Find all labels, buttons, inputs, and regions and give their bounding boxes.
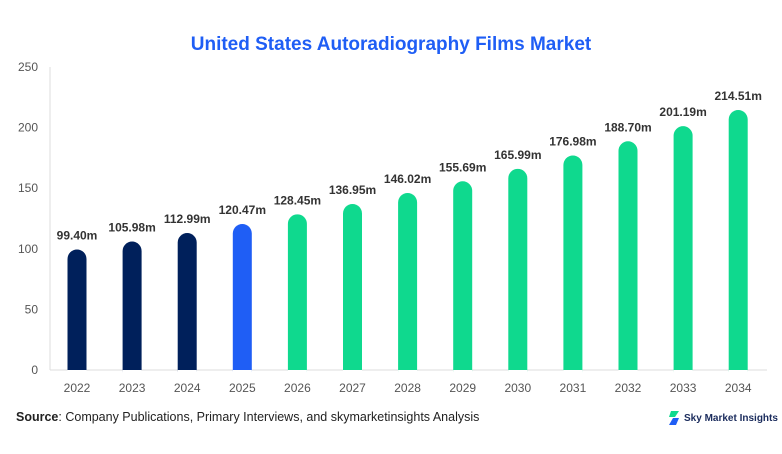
source-note: Source: Company Publications, Primary In… <box>16 410 479 424</box>
bar-2026 <box>287 214 307 380</box>
data-label-2024: 112.99m <box>164 212 211 226</box>
y-tick-label: 250 <box>18 60 38 74</box>
x-tick-label-2034: 2034 <box>725 381 752 395</box>
data-label-2027: 136.95m <box>329 183 376 197</box>
bar-mask <box>563 370 583 389</box>
bar-2025 <box>232 223 252 380</box>
bar-mask <box>673 370 693 389</box>
y-tick-label: 200 <box>18 121 38 135</box>
data-label-2032: 188.70m <box>604 120 651 134</box>
source-text: : Company Publications, Primary Intervie… <box>58 410 480 424</box>
x-tick-label-2027: 2027 <box>339 381 366 395</box>
bar-mask <box>122 370 142 389</box>
bar-mask <box>398 370 418 389</box>
data-label-2022: 99.40m <box>57 229 98 243</box>
bar-mask <box>343 370 362 389</box>
x-tick-label-2025: 2025 <box>229 381 256 395</box>
bar-2022 <box>67 249 87 380</box>
data-label-2025: 120.47m <box>219 203 266 217</box>
y-tick-label: 50 <box>25 302 39 316</box>
x-tick-label-2030: 2030 <box>504 381 531 395</box>
logo: Sky Market Insights <box>668 411 778 425</box>
x-tick-label-2023: 2023 <box>119 381 146 395</box>
bar-2023 <box>122 241 142 380</box>
bar-2033 <box>673 126 693 380</box>
data-label-2028: 146.02m <box>384 172 431 186</box>
bar-mask <box>177 370 197 389</box>
logo-text: Sky Market Insights <box>684 412 778 424</box>
bar-2034 <box>728 110 748 380</box>
bar-mask <box>67 370 87 389</box>
x-tick-label-2033: 2033 <box>670 381 697 395</box>
source-label: Source <box>16 410 59 424</box>
bar-mask <box>618 370 638 389</box>
x-tick-label-2031: 2031 <box>560 381 587 395</box>
bar-mask <box>287 370 307 389</box>
bar-2024 <box>177 233 197 380</box>
chart-title: United States Autoradiography Films Mark… <box>190 34 592 55</box>
x-tick-label-2028: 2028 <box>394 381 421 395</box>
data-label-2030: 165.99m <box>494 148 541 162</box>
bar-mask <box>232 370 252 389</box>
x-tick-label-2024: 2024 <box>174 381 201 395</box>
bar-mask <box>728 370 748 389</box>
y-tick-label: 150 <box>18 181 38 195</box>
bar-2028 <box>398 193 418 380</box>
bar-2029 <box>453 181 473 380</box>
y-tick-label: 0 <box>31 363 38 377</box>
x-tick-label-2022: 2022 <box>64 381 91 395</box>
bar-2031 <box>563 155 583 380</box>
x-tick-label-2032: 2032 <box>615 381 642 395</box>
data-label-2026: 128.45m <box>274 193 321 207</box>
data-label-2033: 201.19m <box>659 105 706 119</box>
x-tick-label-2029: 2029 <box>449 381 476 395</box>
logo-icon <box>669 411 679 425</box>
data-label-2034: 214.51m <box>715 89 762 103</box>
y-tick-label: 100 <box>18 242 38 256</box>
data-label-2029: 155.69m <box>439 160 486 174</box>
data-label-2023: 105.98m <box>108 221 155 235</box>
x-tick-label-2026: 2026 <box>284 381 311 395</box>
data-label-2031: 176.98m <box>549 135 596 149</box>
bar-mask <box>508 370 528 389</box>
bar-2030 <box>508 168 528 380</box>
bar-2027 <box>343 204 362 380</box>
bar-2032 <box>618 141 638 380</box>
bar-mask <box>453 370 473 389</box>
